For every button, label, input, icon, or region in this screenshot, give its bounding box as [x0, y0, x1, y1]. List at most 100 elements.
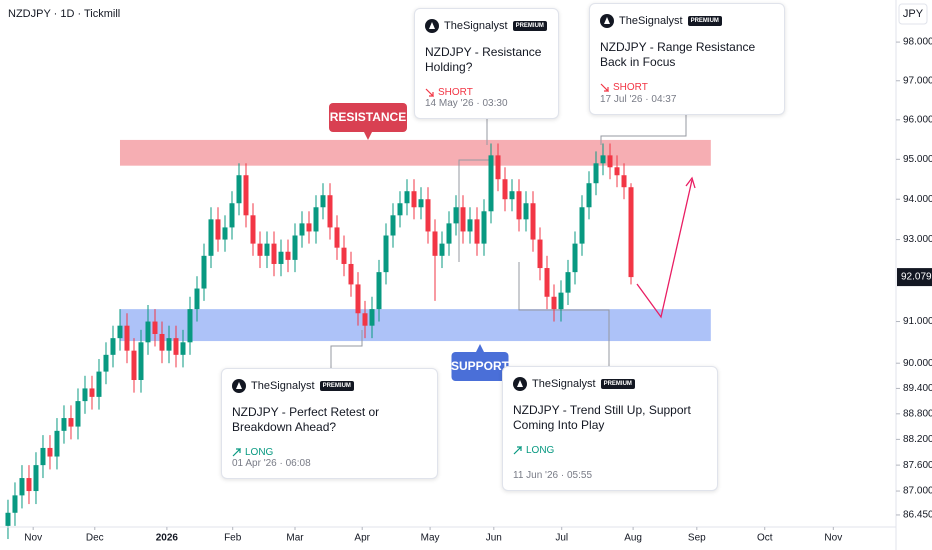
y-tick-label: 89.400	[903, 383, 932, 394]
y-tick-label: 88.800	[903, 408, 932, 419]
candle-body	[474, 219, 480, 244]
candle-body	[600, 155, 606, 164]
candle-body	[348, 263, 354, 285]
candle-body	[166, 338, 172, 351]
candle-body	[586, 183, 592, 208]
candle-body	[306, 223, 312, 232]
candle-body	[628, 187, 634, 278]
x-tick-label: Mar	[286, 533, 304, 544]
y-tick-label: 96.000	[903, 114, 932, 125]
idea-direction: SHORT	[425, 87, 548, 98]
candle-body	[299, 223, 305, 236]
direction-icon	[232, 448, 241, 457]
idea-card[interactable]: TheSignalyst PREMIUM NZDJPY - Range Resist…	[589, 3, 785, 115]
candle-body	[488, 155, 494, 212]
candle-body	[530, 203, 536, 240]
candle-body	[215, 219, 221, 240]
candle-body	[425, 199, 431, 232]
author-logo	[232, 379, 246, 393]
candle-body	[355, 284, 361, 314]
projection-path	[636, 179, 693, 319]
idea-direction: LONG	[513, 445, 707, 456]
candle-body	[509, 191, 515, 200]
candle-body	[68, 418, 74, 427]
candle-body	[418, 199, 424, 208]
unit-label: JPY	[903, 8, 924, 20]
candle-body	[397, 203, 403, 216]
candle-body	[432, 231, 438, 256]
candle-body	[152, 321, 158, 334]
candle-body	[446, 223, 452, 244]
connector	[330, 330, 363, 368]
candle-body	[117, 325, 123, 339]
y-tick-label: 86.450	[903, 510, 932, 521]
projection-arrow	[636, 176, 696, 319]
candle-body	[110, 338, 116, 355]
candle-body	[187, 309, 193, 343]
candle-body	[502, 179, 508, 200]
candle-body	[341, 247, 347, 264]
candle-body	[5, 512, 11, 526]
candle-body	[621, 175, 627, 188]
connectors	[330, 114, 687, 368]
direction-icon	[425, 88, 434, 97]
direction-label: LONG	[245, 447, 274, 458]
unit-box	[898, 3, 928, 25]
x-tick-label: Jun	[486, 533, 502, 544]
candle-body	[334, 227, 340, 248]
direction-label: LONG	[526, 445, 555, 456]
idea-card[interactable]: TheSignalyst PREMIUM NZDJPY - Perfect Rete…	[221, 368, 438, 479]
x-tick-label: Feb	[224, 533, 242, 544]
candle-body	[404, 191, 410, 204]
candle-body	[194, 288, 200, 310]
idea-card[interactable]: TheSignalyst PREMIUM NZDJPY - Resistance H…	[414, 8, 559, 119]
candle-body	[565, 272, 571, 293]
candle-body	[54, 430, 60, 457]
candle-body	[516, 191, 522, 220]
connector	[518, 262, 610, 366]
candle-body	[593, 163, 599, 184]
idea-card[interactable]: TheSignalyst PREMIUM NZDJPY - Trend Still …	[502, 366, 718, 491]
y-tick-label: 90.000	[903, 358, 932, 369]
candle-body	[327, 195, 333, 228]
idea-header: TheSignalyst PREMIUM	[600, 14, 774, 28]
author-logo	[513, 377, 527, 391]
candle-body	[33, 465, 39, 492]
author-name: TheSignalyst	[444, 20, 508, 32]
candle-body	[236, 175, 242, 204]
candle-body	[61, 418, 67, 431]
candle-body	[558, 292, 564, 310]
candle-body	[103, 354, 109, 372]
zone	[119, 309, 711, 342]
idea-title: NZDJPY - Perfect Retest or Breakdown Ahe…	[232, 405, 380, 434]
premium-badge: PREMIUM	[600, 379, 635, 389]
candle-body	[544, 268, 550, 297]
author-name: TheSignalyst	[619, 15, 683, 27]
candle-body	[124, 325, 130, 351]
candle-body	[264, 243, 270, 256]
idea-date: 11 Jun '26 · 05:55	[513, 470, 593, 481]
idea-header: TheSignalyst PREMIUM	[513, 377, 707, 391]
y-tick-label: 87.600	[903, 460, 932, 471]
candle-body	[607, 155, 613, 168]
candle-body	[467, 219, 473, 232]
zone	[119, 139, 711, 166]
candle-body	[138, 342, 144, 381]
candle-body	[285, 251, 291, 260]
y-tick-label: 91.000	[903, 316, 932, 327]
candle-body	[551, 296, 557, 310]
idea-direction: LONG	[232, 447, 427, 458]
candle-body	[320, 195, 326, 208]
idea-direction: SHORT	[600, 82, 774, 93]
last-price-label: 92.079	[901, 272, 932, 283]
candle-body	[180, 342, 186, 355]
author-logo	[600, 14, 614, 28]
y-tick-label: 98.000	[903, 37, 932, 48]
candle-body	[369, 309, 375, 326]
candle-body	[292, 235, 298, 260]
zone-label-pointer	[364, 132, 372, 140]
zones: RESISTANCE SUPPORT	[119, 103, 711, 381]
idea-date: 01 Apr '26 · 06:08	[232, 458, 311, 469]
candle-body	[383, 235, 389, 273]
